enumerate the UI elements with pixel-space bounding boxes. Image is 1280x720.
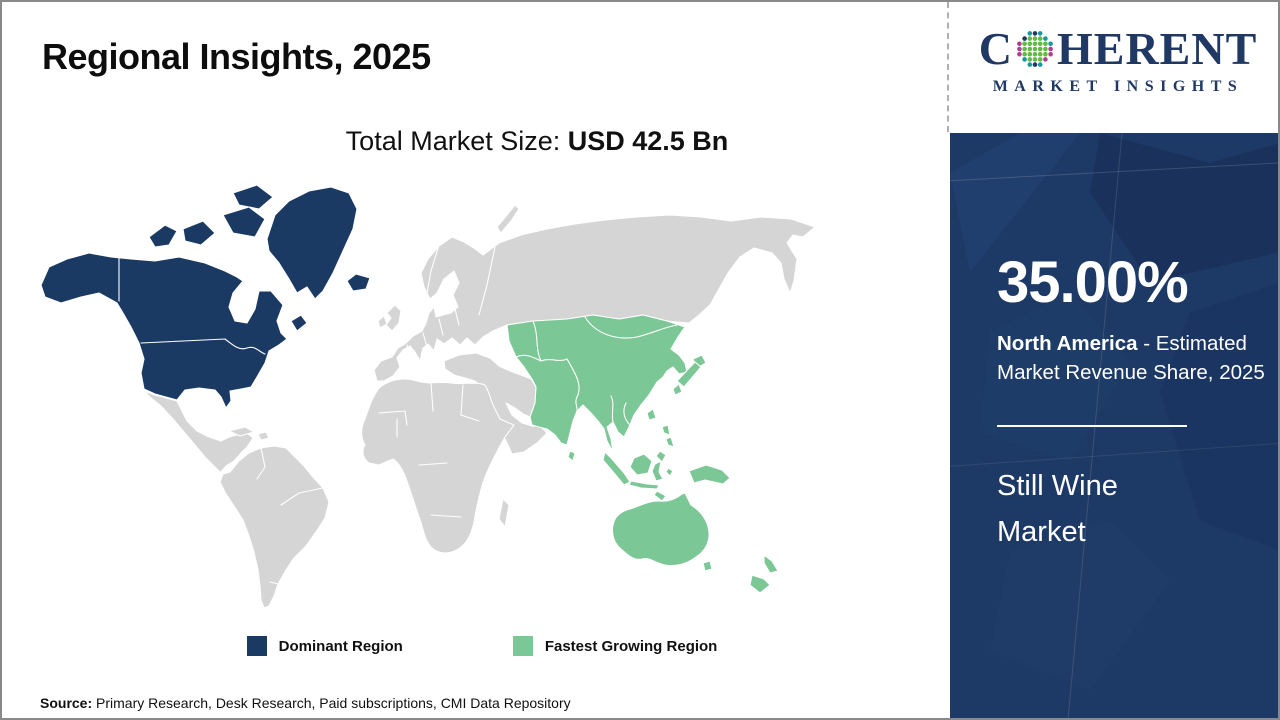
market-share-description: North America - Estimated Market Revenue…: [997, 329, 1271, 387]
world-map: [27, 175, 837, 625]
region-asia-pacific: [506, 314, 779, 594]
region-rest-of-world: [143, 204, 816, 609]
logo-letters-herent: HERENT: [1056, 23, 1258, 74]
source-text: Primary Research, Desk Research, Paid su…: [92, 695, 571, 711]
source-label: Source:: [40, 695, 93, 711]
dominant-region-label: Dominant Region: [278, 637, 403, 655]
source-note: Source: Primary Research, Desk Research,…: [40, 695, 571, 711]
legend-item-fastest-growing: Fastest Growing Region: [512, 636, 718, 656]
legend-item-dominant: Dominant Region: [246, 636, 403, 656]
stats-panel: 35.00% North America - Estimated Market …: [950, 133, 1278, 718]
logo-wordmark: C HERENT: [960, 26, 1276, 72]
region-name: North America: [997, 332, 1138, 355]
panel-map-texture: [950, 133, 1278, 718]
total-market-size-value: USD 42.5 Bn: [567, 126, 729, 156]
market-name: Still Wine Market: [997, 470, 1118, 548]
total-market-size-label: Total Market Size:: [345, 126, 568, 156]
world-map-svg: [40, 184, 816, 609]
logo-letter-c: C: [978, 23, 1013, 74]
fastest-growing-region-swatch: [512, 636, 533, 656]
dashed-divider: [947, 2, 949, 132]
dominant-region-swatch: [246, 636, 267, 656]
total-market-size: Total Market Size: USD 42.5 Bn: [127, 126, 947, 157]
panel-divider-line: [997, 425, 1187, 427]
region-north-america: [40, 184, 371, 409]
page-title: Regional Insights, 2025: [42, 36, 431, 77]
market-share-stat: 35.00%: [997, 250, 1189, 315]
logo-globe-icon: [1017, 31, 1053, 67]
fastest-growing-region-label: Fastest Growing Region: [544, 637, 718, 655]
region-description: - Estimated Market Revenue Share, 2025: [997, 332, 1265, 384]
company-logo: C HERENT MARKET INSIGHTS: [960, 26, 1276, 126]
map-legend: Dominant Region Fastest Growing Region: [2, 636, 962, 656]
logo-tagline: MARKET INSIGHTS: [992, 78, 1244, 95]
